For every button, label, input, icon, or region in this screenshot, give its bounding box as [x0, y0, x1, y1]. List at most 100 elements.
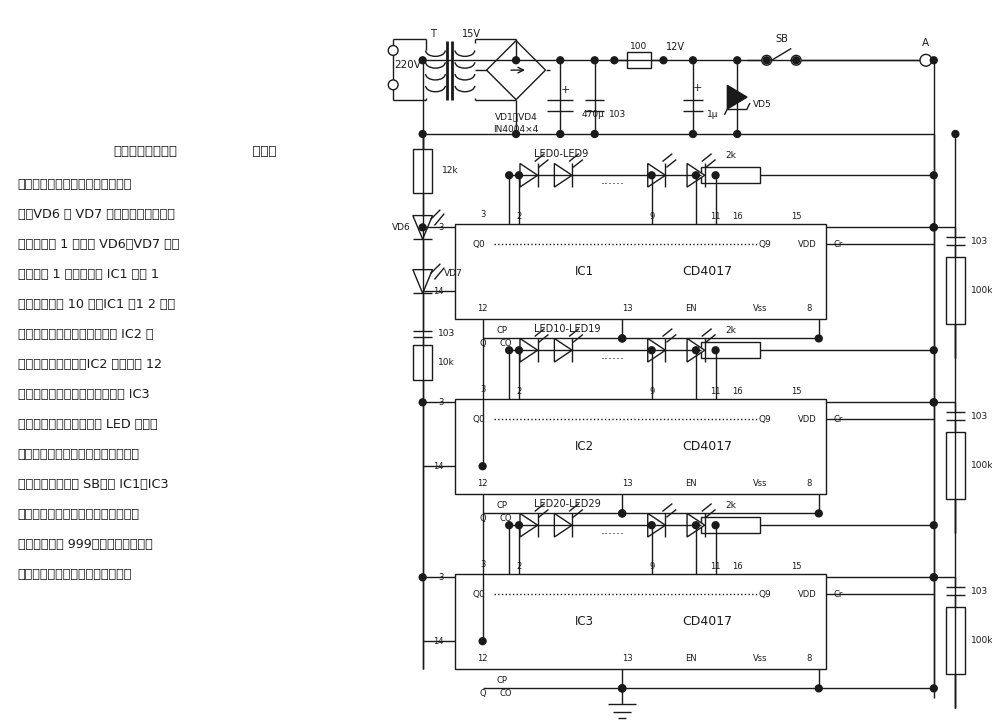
- Text: IN4004×4: IN4004×4: [493, 124, 539, 133]
- Circle shape: [692, 522, 699, 529]
- Text: 14: 14: [433, 462, 443, 471]
- Polygon shape: [648, 339, 666, 362]
- Text: 2: 2: [517, 387, 522, 396]
- Text: 103: 103: [438, 329, 455, 338]
- Text: 复位，以备下次使用。本计数器的最: 复位，以备下次使用。本计数器的最: [18, 508, 140, 521]
- Bar: [627, 52, 651, 68]
- Text: 大计数范围是 999，如需更大的计数: 大计数范围是 999，如需更大的计数: [18, 538, 153, 551]
- Text: 2k: 2k: [725, 501, 736, 510]
- Circle shape: [692, 172, 699, 178]
- Text: 绕线机电子计数器: 绕线机电子计数器: [113, 145, 178, 158]
- Circle shape: [930, 574, 937, 581]
- Text: A: A: [923, 38, 930, 47]
- Text: 绕线机每转 1 圈，将 VD6、VD7 的红: 绕线机每转 1 圈，将 VD6、VD7 的红: [18, 238, 180, 251]
- Text: 8: 8: [806, 480, 811, 488]
- Text: 数。VD6 和 VD7 组成计数触发装置。: 数。VD6 和 VD7 组成计数触发装置。: [18, 208, 175, 221]
- Polygon shape: [687, 339, 704, 362]
- Text: Vss: Vss: [753, 304, 767, 314]
- Text: +: +: [693, 83, 702, 92]
- Text: Cr: Cr: [833, 240, 843, 248]
- Text: 103: 103: [971, 237, 988, 245]
- Text: IC1: IC1: [575, 265, 594, 278]
- Text: EN: EN: [685, 480, 696, 488]
- Text: Q9: Q9: [758, 590, 771, 598]
- Text: Q9: Q9: [758, 240, 771, 248]
- Text: 3: 3: [437, 223, 443, 232]
- Text: 15: 15: [791, 562, 802, 571]
- Text: 2k: 2k: [725, 151, 736, 160]
- Text: 15: 15: [791, 387, 802, 396]
- Circle shape: [930, 347, 937, 354]
- Text: 14: 14: [433, 287, 443, 296]
- Text: 13: 13: [622, 654, 633, 663]
- Text: 15V: 15V: [462, 28, 481, 39]
- Text: 14: 14: [433, 637, 443, 646]
- Bar: [945, 432, 965, 499]
- Text: Q0: Q0: [473, 240, 485, 248]
- Text: CO: CO: [500, 339, 513, 348]
- Circle shape: [712, 172, 719, 178]
- Text: 工作。这样可以方便地从 LED 的发光: 工作。这样可以方便地从 LED 的发光: [18, 418, 158, 431]
- Circle shape: [930, 172, 937, 178]
- Text: Q0: Q0: [473, 414, 485, 424]
- Circle shape: [420, 57, 427, 64]
- Text: ......: ......: [600, 349, 624, 362]
- Circle shape: [648, 347, 655, 354]
- Circle shape: [734, 57, 741, 64]
- Circle shape: [920, 55, 931, 66]
- Circle shape: [420, 399, 427, 405]
- Polygon shape: [520, 513, 538, 537]
- Circle shape: [619, 335, 626, 342]
- Polygon shape: [555, 164, 572, 187]
- Circle shape: [712, 522, 719, 529]
- Circle shape: [420, 130, 427, 138]
- Circle shape: [793, 57, 800, 64]
- Text: 9: 9: [649, 387, 655, 396]
- Text: VD5: VD5: [753, 100, 772, 109]
- Text: 电后，三个集成电路复位，等待计: 电后，三个集成电路复位，等待计: [18, 178, 132, 191]
- Circle shape: [619, 510, 626, 517]
- Circle shape: [479, 638, 486, 644]
- Text: Q: Q: [479, 514, 486, 523]
- Circle shape: [557, 57, 563, 64]
- Circle shape: [692, 347, 699, 354]
- Polygon shape: [413, 269, 433, 293]
- Circle shape: [420, 574, 427, 581]
- Text: 3: 3: [480, 560, 485, 569]
- Bar: [455, 574, 825, 669]
- Text: +: +: [560, 84, 569, 95]
- Text: 2: 2: [517, 562, 522, 571]
- Polygon shape: [687, 164, 704, 187]
- Text: CP: CP: [497, 326, 508, 335]
- Text: 数；待到上百圈后，IC2 也会由第 12: 数；待到上百圈后，IC2 也会由第 12: [18, 358, 162, 371]
- Circle shape: [516, 172, 523, 178]
- Text: 13: 13: [622, 480, 633, 488]
- Text: 100k: 100k: [971, 286, 992, 295]
- Circle shape: [689, 57, 696, 64]
- Text: IC2: IC2: [575, 440, 594, 453]
- Text: IC3: IC3: [575, 615, 594, 628]
- Text: LED0-LED9: LED0-LED9: [534, 149, 588, 159]
- Text: EN: EN: [685, 654, 696, 663]
- Text: 12: 12: [477, 480, 488, 488]
- Circle shape: [930, 574, 937, 581]
- Text: 出进位脉冲，驱动十位计数器 IC2 计: 出进位脉冲，驱动十位计数器 IC2 计: [18, 328, 153, 341]
- Text: Cr: Cr: [833, 590, 843, 598]
- Bar: [413, 345, 433, 380]
- Text: ......: ......: [600, 174, 624, 186]
- Polygon shape: [648, 164, 666, 187]
- Circle shape: [516, 347, 523, 354]
- Text: EN: EN: [685, 304, 696, 314]
- Polygon shape: [687, 513, 704, 537]
- Text: Vss: Vss: [753, 480, 767, 488]
- Text: 12k: 12k: [442, 167, 459, 175]
- Circle shape: [930, 685, 937, 692]
- Text: VD7: VD7: [444, 269, 463, 278]
- Bar: [945, 257, 965, 324]
- Text: Q: Q: [479, 339, 486, 348]
- Text: CP: CP: [497, 676, 508, 685]
- Text: Cr: Cr: [833, 414, 843, 424]
- Text: 3: 3: [437, 397, 443, 407]
- Bar: [455, 224, 825, 319]
- Text: CD4017: CD4017: [682, 440, 732, 453]
